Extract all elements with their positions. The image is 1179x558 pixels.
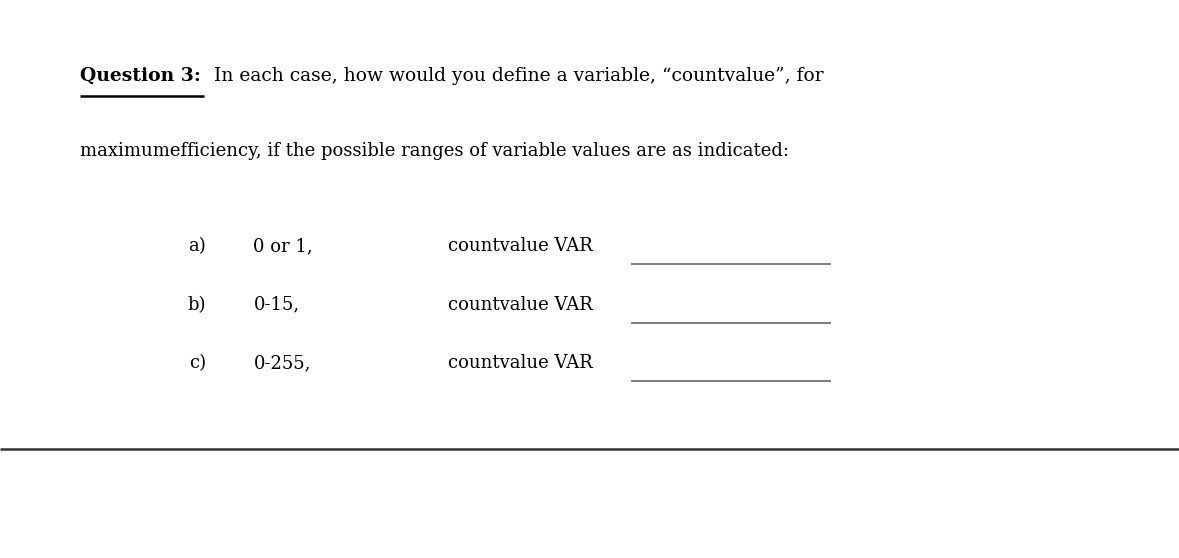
Text: In each case, how would you define a variable, “countvalue”, for: In each case, how would you define a var… xyxy=(208,67,823,85)
Text: Question 3:: Question 3: xyxy=(80,67,202,85)
Text: b): b) xyxy=(187,296,206,314)
Text: a): a) xyxy=(189,237,206,255)
Text: 0-15,: 0-15, xyxy=(253,296,299,314)
Text: c): c) xyxy=(189,354,206,372)
Text: countvalue VAR: countvalue VAR xyxy=(448,354,593,372)
Text: 0-255,: 0-255, xyxy=(253,354,311,372)
Text: countvalue VAR: countvalue VAR xyxy=(448,296,593,314)
Text: 0 or 1,: 0 or 1, xyxy=(253,237,314,255)
Text: countvalue VAR: countvalue VAR xyxy=(448,237,593,255)
Text: maximumefficiency, if the possible ranges of variable values are as indicated:: maximumefficiency, if the possible range… xyxy=(80,142,789,160)
